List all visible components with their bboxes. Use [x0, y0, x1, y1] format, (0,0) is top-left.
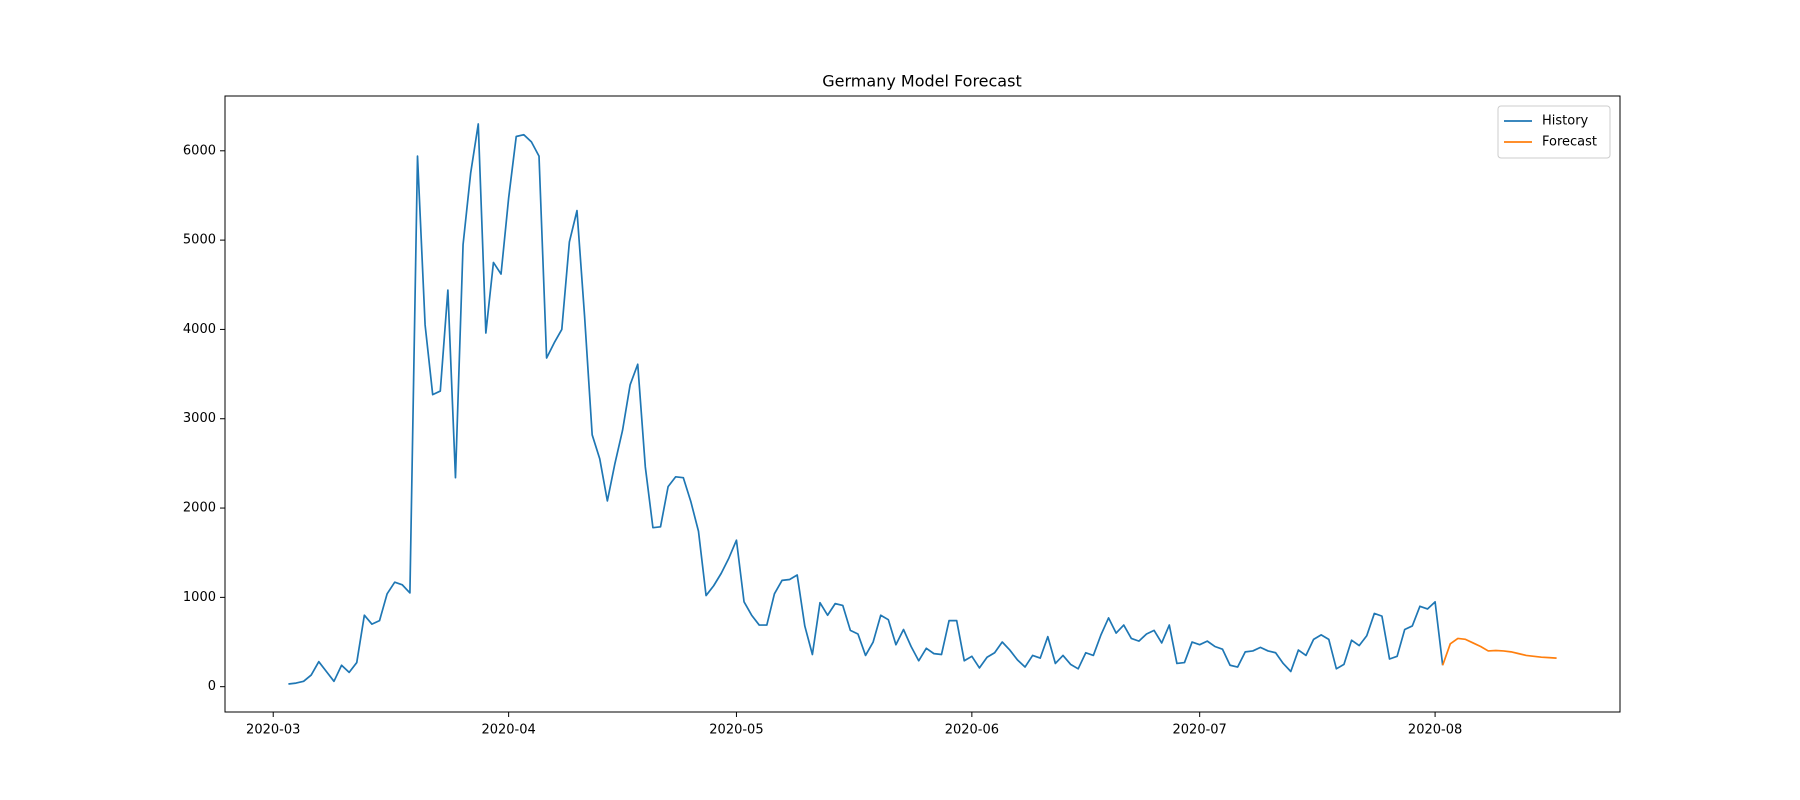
x-tick-label: 2020-06 [945, 723, 999, 738]
chart-title: Germany Model Forecast [822, 72, 1021, 91]
plot-frame [224, 95, 1621, 713]
series-line [288, 123, 1444, 685]
series-line [1441, 637, 1557, 666]
x-tick-label: 2020-04 [481, 723, 535, 738]
y-tick-label: 5000 [183, 233, 216, 248]
y-tick-label: 2000 [183, 501, 216, 516]
x-tick-label: 2020-08 [1408, 723, 1462, 738]
legend-box [1497, 105, 1611, 159]
legend-label: History [1542, 114, 1589, 129]
legend-label: Forecast [1542, 135, 1597, 150]
x-tick-label: 2020-03 [246, 723, 300, 738]
y-tick-label: 1000 [183, 590, 216, 605]
y-tick-label: 3000 [183, 411, 216, 426]
y-tick-label: 6000 [183, 143, 216, 158]
y-tick-label: 0 [208, 679, 216, 694]
y-tick-label: 4000 [183, 322, 216, 337]
x-tick-label: 2020-05 [709, 723, 763, 738]
x-tick-label: 2020-07 [1173, 723, 1227, 738]
